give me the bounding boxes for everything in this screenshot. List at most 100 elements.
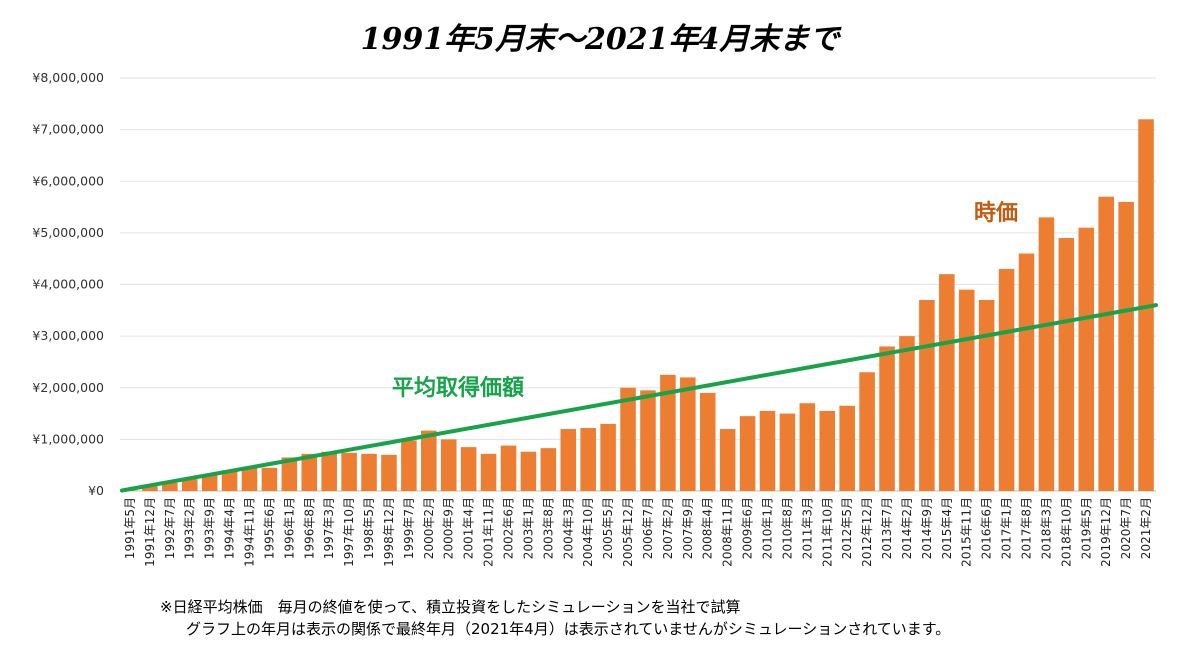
bar bbox=[162, 482, 178, 491]
x-tick-label: 2016年6月 bbox=[980, 497, 994, 559]
x-tick-label: 2004年3月 bbox=[561, 497, 575, 559]
x-tick-label: 2007年2月 bbox=[661, 497, 675, 559]
x-tick-label: 2008年4月 bbox=[701, 497, 715, 559]
x-tick-label: 2011年3月 bbox=[800, 497, 814, 559]
x-tick-label: 1994年4月 bbox=[223, 497, 237, 559]
x-tick-label: 1993年9月 bbox=[203, 497, 217, 559]
x-tick-label: 2012年12月 bbox=[860, 497, 874, 567]
bar bbox=[978, 299, 995, 491]
bar bbox=[421, 430, 437, 491]
x-axis-tick-labels: 1991年5月 1991年12月 1992年7月 1993年2月 1993年9月 1994… bbox=[123, 497, 1153, 567]
average-cost-line bbox=[120, 303, 1158, 493]
x-tick-label: 1997年10月 bbox=[342, 497, 356, 567]
x-tick-label: 2000年9月 bbox=[442, 497, 456, 559]
bar bbox=[321, 451, 337, 491]
y-tick-label: ¥2,000,000 bbox=[32, 380, 104, 395]
bar bbox=[998, 269, 1015, 491]
x-tick-label: 1991年5月 bbox=[123, 497, 137, 559]
bar bbox=[958, 289, 975, 491]
bar bbox=[1038, 217, 1055, 491]
bar bbox=[739, 416, 756, 491]
x-tick-label: 2003年8月 bbox=[541, 497, 555, 559]
bar bbox=[939, 274, 955, 491]
bar bbox=[1098, 196, 1114, 492]
bar bbox=[839, 405, 855, 491]
bar bbox=[1118, 201, 1134, 491]
bar bbox=[142, 486, 158, 491]
bar bbox=[460, 447, 477, 491]
y-tick-label: ¥6,000,000 bbox=[32, 173, 104, 188]
x-tick-label: 2011年10月 bbox=[820, 497, 834, 567]
x-tick-label: 2004年10月 bbox=[581, 497, 595, 567]
chart-title: 1991年5月末～2021年4月末まで bbox=[360, 22, 840, 57]
market-value-bars bbox=[122, 119, 1154, 492]
bar bbox=[879, 346, 895, 491]
bar bbox=[201, 474, 218, 491]
bar bbox=[221, 470, 238, 491]
x-tick-label: 2020年7月 bbox=[1119, 497, 1133, 559]
y-tick-label: ¥7,000,000 bbox=[32, 122, 104, 137]
bar bbox=[680, 377, 696, 491]
x-tick-label: 1996年1月 bbox=[282, 497, 296, 559]
bar bbox=[699, 392, 716, 491]
bar bbox=[799, 403, 816, 491]
x-tick-label: 2009年6月 bbox=[741, 497, 755, 559]
x-tick-label: 2019年5月 bbox=[1079, 497, 1093, 559]
x-tick-label: 2008年11月 bbox=[721, 497, 735, 567]
x-tick-label: 2018年10月 bbox=[1059, 497, 1073, 567]
bar bbox=[440, 439, 457, 491]
bar bbox=[381, 454, 397, 491]
bar bbox=[361, 453, 377, 491]
x-tick-label: 2003年1月 bbox=[521, 497, 535, 559]
bar bbox=[1078, 227, 1095, 491]
bar bbox=[560, 429, 577, 491]
x-tick-label: 1995年6月 bbox=[262, 497, 276, 559]
x-tick-label: 1998年5月 bbox=[362, 497, 376, 559]
x-tick-label: 2012年5月 bbox=[840, 497, 854, 559]
x-tick-label: 2005年12月 bbox=[621, 497, 635, 567]
bar bbox=[600, 423, 616, 491]
x-tick-label: 2006年7月 bbox=[641, 497, 655, 559]
bar bbox=[819, 410, 836, 491]
x-tick-label: 2017年1月 bbox=[1000, 497, 1014, 559]
y-axis-tick-labels: ¥0 ¥1,000,000 ¥2,000,000 ¥3,000,000 ¥4,000,0… bbox=[32, 70, 104, 498]
y-tick-label: ¥0 bbox=[88, 483, 104, 498]
bar bbox=[640, 390, 656, 491]
bar bbox=[719, 429, 736, 491]
x-tick-label: 1992年7月 bbox=[163, 497, 177, 559]
y-tick-label: ¥3,000,000 bbox=[32, 328, 104, 343]
bar bbox=[779, 413, 796, 491]
x-tick-label: 2010年8月 bbox=[780, 497, 794, 559]
footnote-line-1: ※日経平均株価 毎月の終値を使って、積立投資をしたシミュレーションを当社で試算 bbox=[160, 598, 741, 616]
x-tick-label: 1997年3月 bbox=[322, 497, 336, 559]
x-tick-label: 2017年8月 bbox=[1020, 497, 1034, 559]
x-tick-label: 1999年7月 bbox=[402, 497, 416, 559]
x-tick-label: 1998年12月 bbox=[382, 497, 396, 567]
bar bbox=[759, 410, 776, 491]
bar bbox=[540, 448, 557, 491]
x-tick-label: 2018年3月 bbox=[1039, 497, 1053, 559]
y-tick-label: ¥5,000,000 bbox=[32, 225, 104, 240]
bar bbox=[241, 467, 258, 491]
x-tick-label: 1991年12月 bbox=[143, 497, 157, 567]
x-tick-label: 1994年11月 bbox=[243, 497, 257, 567]
bar bbox=[620, 387, 636, 491]
bar bbox=[859, 372, 875, 491]
market-value-label: 時価 bbox=[974, 201, 1018, 226]
x-tick-label: 2021年2月 bbox=[1139, 497, 1153, 559]
bar bbox=[341, 452, 357, 491]
bar bbox=[500, 445, 517, 491]
x-tick-label: 2014年2月 bbox=[900, 497, 914, 559]
x-tick-label: 2002年6月 bbox=[502, 497, 516, 559]
x-tick-label: 2015年4月 bbox=[940, 497, 954, 559]
x-tick-label: 2019年12月 bbox=[1099, 497, 1113, 567]
x-tick-label: 2010年1月 bbox=[761, 497, 775, 559]
bar bbox=[1058, 238, 1075, 491]
y-tick-label: ¥8,000,000 bbox=[32, 70, 104, 85]
x-tick-label: 2007年9月 bbox=[681, 497, 695, 559]
bar bbox=[301, 453, 318, 491]
x-tick-label: 2005年5月 bbox=[601, 497, 615, 559]
bar bbox=[660, 374, 676, 491]
x-tick-label: 2001年4月 bbox=[462, 497, 476, 559]
